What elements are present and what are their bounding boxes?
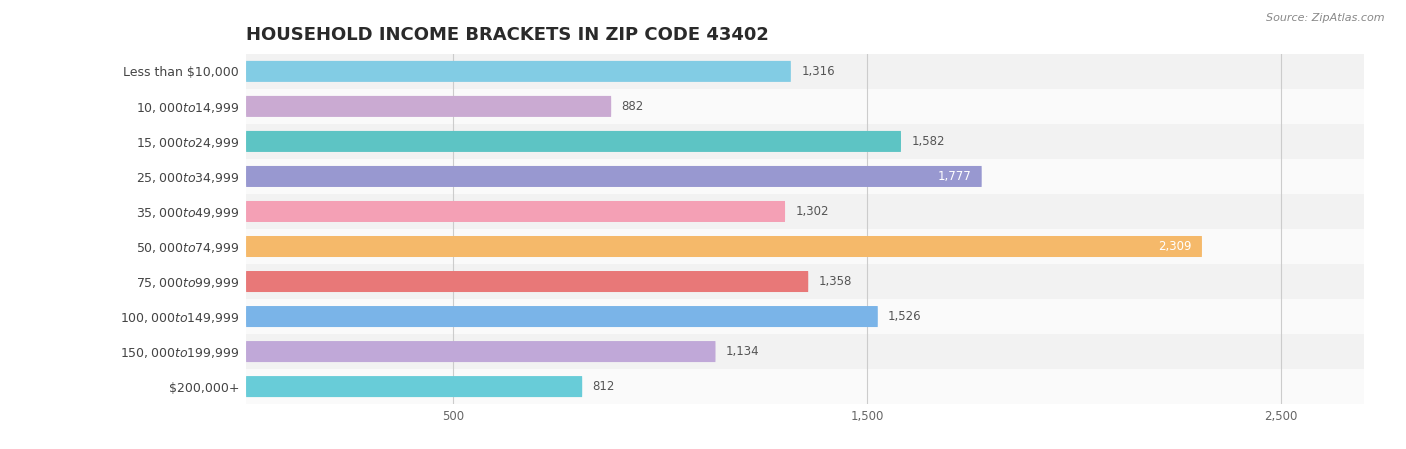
Text: 1,134: 1,134 [725, 345, 759, 358]
Text: 1,302: 1,302 [796, 205, 830, 218]
Text: 2,309: 2,309 [1159, 240, 1192, 253]
Bar [246, 194, 1364, 229]
Bar [246, 229, 1364, 264]
Text: 1,777: 1,777 [938, 170, 972, 183]
Bar [246, 299, 1364, 334]
Bar [246, 159, 1364, 194]
FancyBboxPatch shape [246, 131, 901, 152]
FancyBboxPatch shape [246, 306, 877, 327]
FancyBboxPatch shape [246, 271, 808, 292]
Bar [246, 54, 1364, 89]
Text: 1,582: 1,582 [911, 135, 945, 148]
Text: HOUSEHOLD INCOME BRACKETS IN ZIP CODE 43402: HOUSEHOLD INCOME BRACKETS IN ZIP CODE 43… [246, 26, 769, 44]
Bar [246, 89, 1364, 124]
Bar [246, 124, 1364, 159]
FancyBboxPatch shape [246, 61, 790, 82]
FancyBboxPatch shape [246, 96, 612, 117]
Text: 1,526: 1,526 [889, 310, 922, 323]
FancyBboxPatch shape [246, 376, 582, 397]
Text: 1,316: 1,316 [801, 65, 835, 78]
Bar [246, 369, 1364, 404]
FancyBboxPatch shape [246, 236, 1202, 257]
FancyBboxPatch shape [246, 201, 785, 222]
Bar [246, 334, 1364, 369]
FancyBboxPatch shape [246, 341, 716, 362]
Text: 1,358: 1,358 [818, 275, 852, 288]
Text: 812: 812 [592, 380, 614, 393]
Text: Source: ZipAtlas.com: Source: ZipAtlas.com [1267, 13, 1385, 23]
FancyBboxPatch shape [246, 166, 981, 187]
Text: 882: 882 [621, 100, 644, 113]
Bar [246, 264, 1364, 299]
